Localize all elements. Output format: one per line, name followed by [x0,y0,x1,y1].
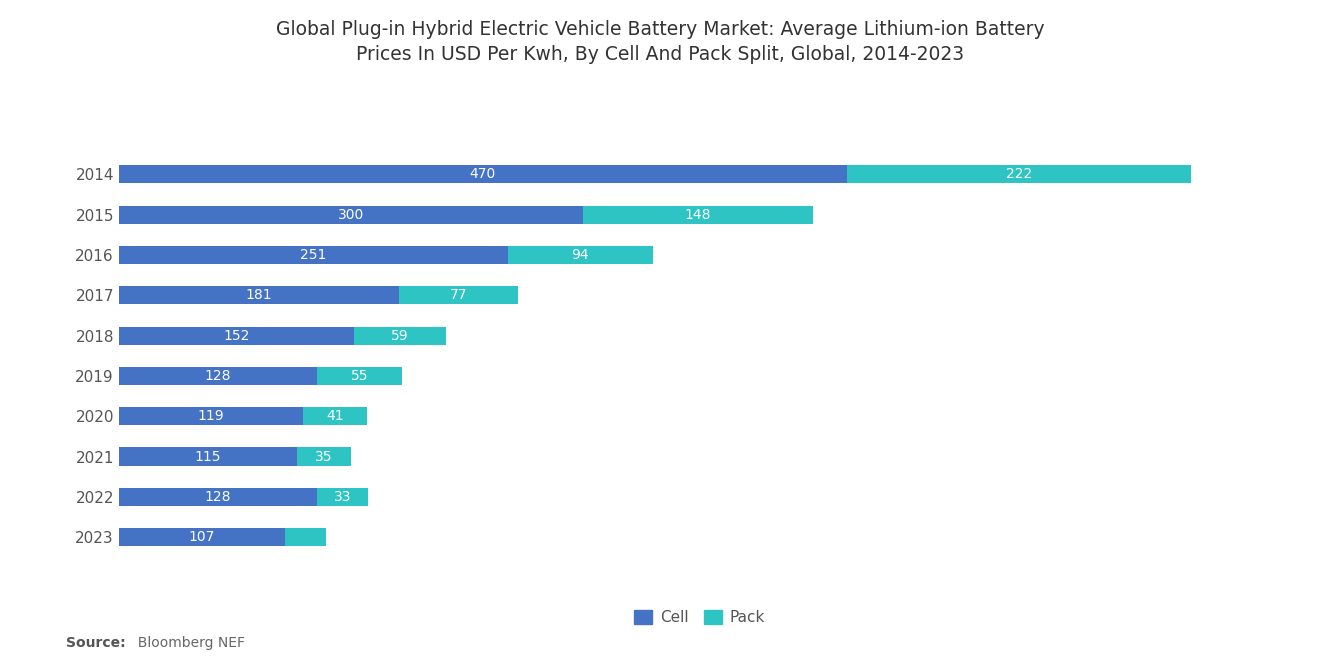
Bar [119,448,297,465]
Bar [354,327,446,344]
Bar [119,166,846,184]
Text: 181: 181 [246,289,272,303]
Bar [119,487,317,506]
Text: Source:: Source: [66,636,125,650]
Text: 222: 222 [1006,168,1032,182]
Bar [846,166,1191,184]
Bar [119,286,399,305]
Text: 119: 119 [198,409,224,423]
Text: 35: 35 [315,450,333,464]
Text: 128: 128 [205,369,231,383]
Text: 251: 251 [300,248,326,262]
Bar [119,246,508,264]
Text: Global Plug-in Hybrid Electric Vehicle Battery Market: Average Lithium-ion Batte: Global Plug-in Hybrid Electric Vehicle B… [276,20,1044,64]
Text: Bloomberg NEF: Bloomberg NEF [129,636,246,650]
Bar [304,407,367,426]
Text: 41: 41 [326,409,343,423]
Text: 33: 33 [334,490,351,504]
Bar [399,286,519,305]
Bar [583,205,813,224]
Bar [119,205,583,224]
Text: 300: 300 [338,207,364,221]
Bar [119,407,304,426]
Bar [317,487,368,506]
Text: 470: 470 [470,168,496,182]
Bar [285,528,326,546]
Text: 107: 107 [189,530,215,544]
Text: 55: 55 [351,369,368,383]
Text: 115: 115 [194,450,222,464]
Bar [119,327,354,344]
Text: 77: 77 [450,289,467,303]
Bar [297,448,351,465]
Text: 94: 94 [572,248,589,262]
Text: 148: 148 [685,207,711,221]
Text: 152: 152 [223,329,249,342]
Bar [317,367,403,385]
Bar [508,246,653,264]
Legend: Cell, Pack: Cell, Pack [627,602,772,633]
Bar [119,367,317,385]
Text: 128: 128 [205,490,231,504]
Text: 59: 59 [391,329,409,342]
Bar [119,528,285,546]
